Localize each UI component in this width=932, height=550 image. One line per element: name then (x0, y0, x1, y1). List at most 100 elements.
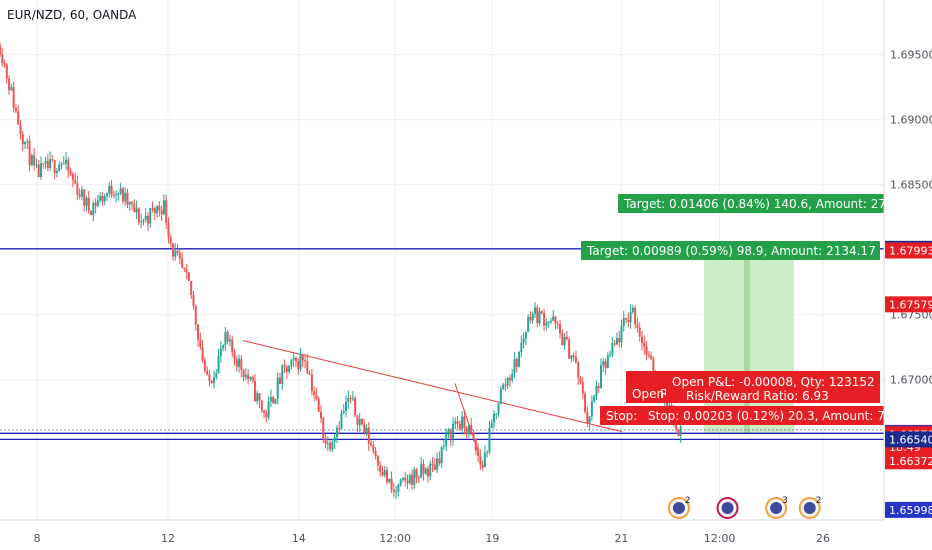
candle-body (472, 432, 475, 439)
candle-body (333, 437, 336, 442)
candle (579, 376, 582, 385)
candle-body (497, 403, 500, 414)
candle-body (131, 201, 134, 204)
candle (199, 332, 202, 350)
candle-body (80, 189, 83, 197)
candle (565, 330, 568, 341)
candle-body (14, 107, 17, 112)
candle (351, 391, 354, 402)
price-label-box (885, 501, 932, 518)
candle-body (374, 451, 377, 457)
candle-body (613, 343, 616, 345)
candle (62, 156, 65, 165)
x-tick-label: 19 (485, 532, 499, 545)
event-badge-icon[interactable] (716, 497, 739, 519)
event-badge-icon[interactable]: 3 (765, 496, 788, 519)
candle-body (675, 421, 678, 430)
candle (249, 376, 252, 382)
candle (10, 84, 13, 91)
candle-body (638, 327, 641, 337)
candle (417, 475, 420, 484)
candle (276, 372, 279, 405)
candle-body (35, 164, 38, 166)
candle-body (643, 343, 646, 347)
candle-body (87, 197, 90, 211)
stop-inner-label-box (642, 406, 884, 425)
badge-globe (672, 502, 685, 514)
candle (172, 242, 175, 261)
candle-body (426, 468, 429, 477)
candle (342, 403, 345, 415)
candle (347, 390, 350, 409)
candle-body (365, 427, 368, 433)
candle-body (561, 333, 564, 346)
candle (549, 317, 552, 325)
candle (345, 395, 348, 417)
price-label-box (885, 296, 932, 313)
candle-body (629, 312, 632, 323)
candle (545, 318, 548, 331)
candle-body (96, 200, 99, 206)
candle (647, 350, 650, 358)
candle-body (199, 339, 202, 348)
candle-body (160, 210, 163, 215)
candle-body (105, 193, 108, 196)
candle (506, 377, 509, 390)
candle (51, 155, 54, 162)
candle-body (597, 386, 600, 388)
price-label-text: 1.67579 (889, 298, 932, 311)
candle-body (181, 258, 184, 268)
event-badge-icon[interactable]: 2 (667, 496, 691, 519)
candle-body (631, 307, 634, 313)
x-tick-label: 12 (161, 532, 175, 545)
candle (33, 147, 36, 171)
candle-body (206, 370, 209, 375)
candle-body (549, 320, 552, 323)
candle-body (417, 477, 420, 479)
badge-globe (770, 502, 783, 514)
candle-body (140, 221, 143, 223)
candle-body (115, 194, 118, 196)
badge-globe (803, 502, 816, 514)
badge-count: 2 (816, 496, 822, 506)
candle-body (281, 365, 284, 384)
candle-body (156, 206, 159, 214)
candle (529, 311, 532, 324)
candle-body (24, 141, 27, 145)
stop-outer-label-box (600, 406, 650, 425)
candle (563, 332, 566, 350)
candle (397, 483, 400, 497)
candle (96, 194, 99, 208)
candle (153, 207, 156, 221)
candle-body (351, 398, 354, 400)
candle (593, 394, 596, 403)
candle-body (226, 331, 229, 342)
candle-body (126, 192, 129, 205)
candle (356, 414, 359, 433)
candle-body (1, 54, 4, 64)
event-badge-icon[interactable]: 2 (798, 496, 822, 519)
candle-body (235, 359, 238, 367)
candle (76, 175, 79, 201)
candle-body (620, 325, 623, 343)
candle (74, 172, 77, 185)
candle (203, 357, 206, 374)
candle (595, 380, 598, 400)
candle-body (3, 63, 6, 65)
candle (365, 424, 368, 437)
candle (561, 329, 564, 346)
candle (374, 447, 377, 460)
candle-body (445, 433, 448, 446)
candle (333, 433, 336, 450)
candle-body (169, 236, 172, 244)
candle-body (529, 316, 532, 321)
candle-body (554, 316, 557, 324)
candle (151, 201, 154, 213)
candle-body (306, 361, 309, 374)
candle (408, 473, 411, 486)
candle (518, 350, 521, 368)
candle (247, 369, 250, 385)
candle-body (210, 380, 213, 384)
candle (90, 210, 93, 216)
